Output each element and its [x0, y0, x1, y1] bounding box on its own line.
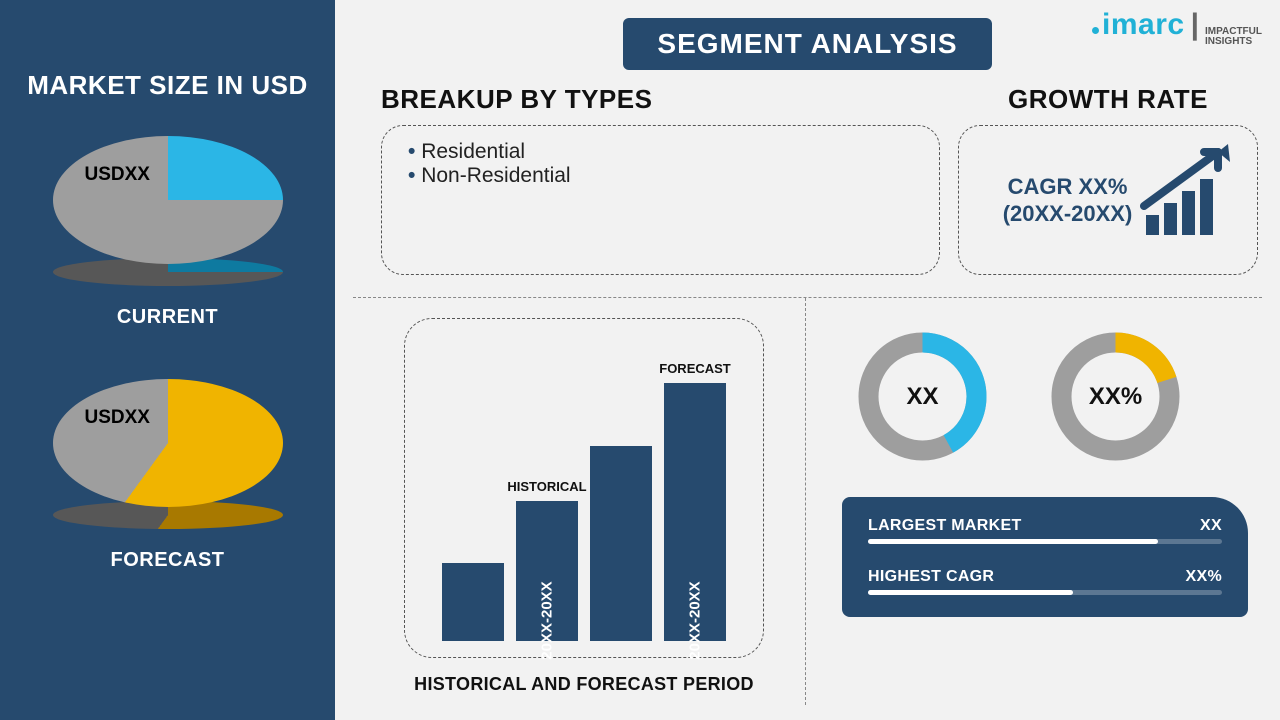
donut-center: XX%: [1043, 324, 1188, 469]
kpi-label: HIGHEST CAGR: [868, 568, 994, 586]
hist-bar: FORECAST20XX-20XX: [664, 383, 726, 641]
kpi-bar-fill: [868, 539, 1158, 544]
brand-logo: imarc | IMPACTFUL INSIGHTS: [1092, 8, 1262, 47]
types-section: BREAKUP BY TYPES ResidentialNon-Resident…: [381, 84, 940, 275]
hist-bar-over-label: FORECAST: [659, 361, 731, 376]
kpi-value: XX: [1200, 517, 1222, 535]
pie-forecast: USDXX FORECAST: [53, 379, 283, 572]
pie-current: USDXX CURRENT: [53, 136, 283, 329]
kpi-row: HIGHEST CAGR XX%: [868, 568, 1222, 595]
hist-bar: [442, 563, 504, 641]
kpi-bar: [868, 539, 1222, 544]
historical-section: HISTORICAL20XX-20XXFORECAST20XX-20XX HIS…: [353, 298, 806, 705]
growth-line1: CAGR XX%: [1003, 173, 1133, 201]
historical-box: HISTORICAL20XX-20XXFORECAST20XX-20XX: [404, 318, 764, 658]
growth-line2: (20XX-20XX): [1003, 200, 1133, 228]
row-types-growth: BREAKUP BY TYPES ResidentialNon-Resident…: [353, 84, 1262, 275]
logo-divider: |: [1191, 8, 1199, 42]
type-item: Non-Residential: [408, 164, 913, 188]
kpi-bar-fill: [868, 590, 1073, 595]
types-box: ResidentialNon-Residential: [381, 125, 940, 275]
growth-box: CAGR XX% (20XX-20XX): [958, 125, 1258, 275]
growth-icon: [1146, 165, 1213, 235]
kpi-value: XX%: [1186, 568, 1222, 586]
logo-word: imarc: [1102, 8, 1185, 42]
historical-caption: HISTORICAL AND FORECAST PERIOD: [414, 674, 754, 695]
hist-bar-inside-label: 20XX-20XX: [687, 581, 704, 659]
kpi-card: LARGEST MARKET XX HIGHEST CAGR XX%: [842, 497, 1248, 617]
pie-value: USDXX: [85, 164, 150, 186]
pie-label: FORECAST: [111, 549, 225, 572]
growth-text: CAGR XX% (20XX-20XX): [1003, 173, 1133, 228]
page-title: SEGMENT ANALYSIS: [623, 18, 991, 70]
types-heading: BREAKUP BY TYPES: [381, 84, 940, 115]
donut-row: XX XX%: [842, 324, 1248, 469]
donut: XX%: [1043, 324, 1188, 469]
growth-section: GROWTH RATE CAGR XX% (20XX-20XX): [958, 84, 1258, 275]
hist-bar-over-label: HISTORICAL: [507, 479, 586, 494]
hist-bar: HISTORICAL20XX-20XX: [516, 501, 578, 641]
growth-bar: [1146, 215, 1159, 235]
donut: XX: [850, 324, 995, 469]
donut-center: XX: [850, 324, 995, 469]
pie-value: USDXX: [85, 407, 150, 429]
growth-heading: GROWTH RATE: [1008, 84, 1208, 115]
arrow-up-icon: [1140, 140, 1235, 215]
hist-bar-inside-label: 20XX-20XX: [539, 581, 556, 659]
left-panel: MARKET SIZE IN USD USDXX CURRENT USDXX F…: [0, 0, 335, 720]
historical-bar-chart: HISTORICAL20XX-20XX FORECAST20XX-20XX: [419, 337, 749, 647]
logo-dot-icon: [1092, 27, 1099, 34]
kpi-row: LARGEST MARKET XX: [868, 517, 1222, 544]
pie-label: CURRENT: [117, 306, 218, 329]
stats-section: XX XX% LARGEST MARKET XX HIGHEST CAGR XX…: [806, 298, 1262, 705]
kpi-label: LARGEST MARKET: [868, 517, 1022, 535]
left-heading: MARKET SIZE IN USD: [27, 70, 308, 101]
row-hist-stats: HISTORICAL20XX-20XXFORECAST20XX-20XX HIS…: [353, 298, 1262, 705]
types-list: ResidentialNon-Residential: [408, 140, 913, 188]
logo-tagline-2: INSIGHTS: [1205, 37, 1262, 47]
hist-bar: [590, 446, 652, 641]
right-panel: imarc | IMPACTFUL INSIGHTS SEGMENT ANALY…: [335, 0, 1280, 720]
type-item: Residential: [408, 140, 913, 164]
kpi-bar: [868, 590, 1222, 595]
